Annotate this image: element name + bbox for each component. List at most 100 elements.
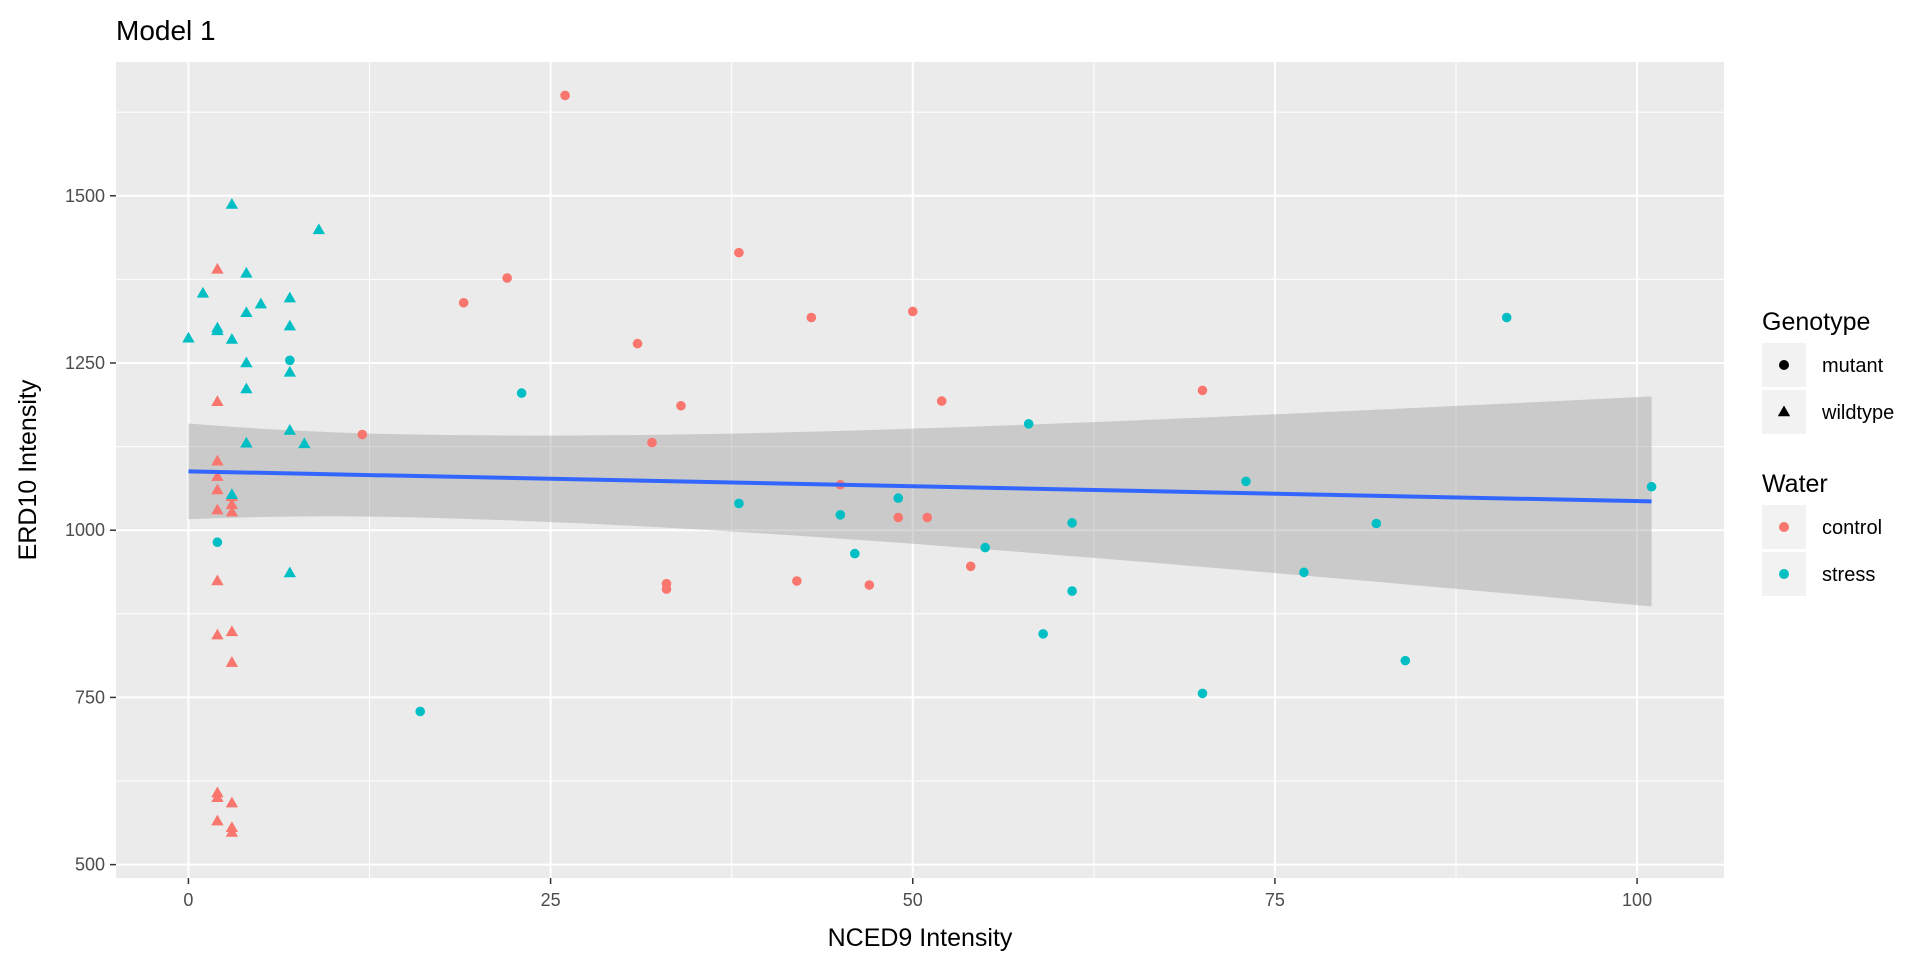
y-tick-label: 500 — [75, 855, 105, 875]
data-point-control-mutant — [893, 512, 904, 523]
legend-color-icon — [1779, 569, 1789, 579]
data-point-stress-wildtype — [240, 436, 253, 448]
data-point-stress-wildtype — [254, 297, 268, 309]
data-point-stress-mutant — [835, 510, 846, 520]
data-point-control-wildtype — [211, 470, 224, 481]
data-point-stress-wildtype — [225, 333, 239, 344]
legend-title: Water — [1762, 470, 1828, 498]
data-point-stress-mutant — [415, 706, 426, 717]
legend-entry-label: control — [1822, 517, 1882, 539]
legend-entry-label: stress — [1822, 564, 1875, 586]
data-point-control-mutant — [907, 306, 918, 317]
legend-circle-icon — [1779, 360, 1789, 370]
data-point-stress-wildtype — [312, 223, 325, 235]
data-point-stress-mutant — [1400, 655, 1411, 666]
data-point-control-wildtype — [211, 574, 224, 586]
grid-lines — [116, 62, 1724, 878]
data-point-stress-wildtype — [283, 566, 297, 578]
data-point-stress-wildtype — [240, 382, 253, 394]
data-point-stress-mutant — [212, 537, 223, 548]
x-tick-label: 25 — [541, 890, 561, 910]
data-point-stress-mutant — [1067, 586, 1077, 596]
data-point-stress-wildtype — [225, 488, 239, 499]
confidence-band — [188, 396, 1652, 607]
data-point-stress-mutant — [893, 493, 904, 503]
data-point-control-mutant — [965, 561, 976, 572]
data-point-control-wildtype — [211, 814, 224, 826]
data-point-control-wildtype — [211, 791, 224, 802]
data-point-stress-wildtype — [196, 286, 210, 298]
data-point-control-wildtype — [225, 656, 239, 667]
x-axis-label: NCED9 Intensity — [828, 924, 1013, 952]
data-point-stress-mutant — [1371, 518, 1382, 529]
x-axis: 0 25 50 75 100 — [183, 878, 1652, 910]
data-point-control-mutant — [734, 247, 744, 258]
data-point-stress-mutant — [734, 498, 744, 509]
y-tick-label: 750 — [75, 687, 105, 707]
confidence-band-layer — [188, 396, 1652, 607]
data-point-control-wildtype — [211, 628, 224, 640]
data-point-stress-wildtype — [240, 306, 253, 318]
data-point-stress-mutant — [1023, 419, 1034, 429]
fit-line — [188, 469, 1652, 504]
fit-line-layer — [188, 469, 1652, 504]
data-point-control-mutant — [647, 437, 657, 448]
legend-title: Genotype — [1762, 308, 1870, 336]
data-point-control-mutant — [1197, 385, 1208, 396]
legend-color-icon — [1779, 522, 1789, 532]
data-point-control-mutant — [632, 338, 643, 349]
data-point-control-wildtype — [211, 395, 224, 407]
data-point-control-wildtype — [211, 262, 224, 274]
data-point-control-mutant — [560, 90, 570, 101]
data-point-control-mutant — [806, 312, 817, 323]
data-point-control-wildtype — [225, 625, 239, 637]
data-point-control-mutant — [936, 396, 947, 406]
x-tick-label: 0 — [183, 890, 193, 910]
y-tick-label: 1500 — [65, 186, 105, 206]
chart-title: Model 1 — [116, 15, 216, 46]
legend-triangle-icon — [1777, 405, 1791, 417]
data-point-control-mutant — [357, 429, 368, 440]
x-tick-label: 50 — [903, 890, 923, 910]
data-point-stress-wildtype — [283, 319, 297, 331]
data-point-stress-mutant — [1038, 629, 1048, 639]
data-point-stress-mutant — [850, 548, 860, 559]
y-tick-label: 1000 — [65, 520, 105, 540]
y-tick-label: 1250 — [65, 353, 105, 373]
data-point-stress-mutant — [1501, 312, 1512, 323]
legend: Genotype mutant wildtype Water control stress — [1762, 308, 1894, 596]
data-point-control-wildtype — [225, 826, 239, 837]
data-point-control-wildtype — [211, 454, 224, 466]
data-point-stress-mutant — [1241, 476, 1251, 487]
data-point-control-mutant — [792, 576, 802, 586]
data-point-control-wildtype — [211, 483, 224, 495]
data-point-stress-mutant — [980, 542, 990, 553]
data-point-stress-wildtype — [225, 197, 239, 209]
data-point-stress-wildtype — [283, 291, 297, 303]
data-point-stress-mutant — [1197, 688, 1208, 699]
data-point-stress-wildtype — [298, 437, 311, 449]
data-point-control-mutant — [676, 400, 686, 411]
data-point-control-mutant — [864, 580, 875, 590]
data-point-stress-mutant — [1299, 567, 1309, 578]
data-point-stress-mutant — [1646, 481, 1657, 492]
data-point-control-wildtype — [225, 796, 239, 808]
data-point-stress-wildtype — [182, 331, 195, 343]
data-point-control-wildtype — [225, 505, 239, 517]
data-points — [182, 90, 1657, 837]
x-tick-label: 75 — [1265, 890, 1285, 910]
data-point-stress-mutant — [1067, 518, 1077, 528]
data-point-control-mutant — [502, 273, 512, 283]
data-point-control-mutant — [922, 512, 933, 523]
data-point-stress-mutant — [516, 388, 527, 398]
data-point-control-mutant — [458, 297, 469, 308]
data-point-stress-wildtype — [211, 324, 224, 336]
legend-entry-label: mutant — [1822, 355, 1884, 377]
data-point-stress-mutant — [285, 355, 295, 366]
data-point-stress-wildtype — [283, 424, 297, 435]
data-point-control-wildtype — [211, 503, 224, 515]
data-point-stress-wildtype — [283, 365, 297, 377]
data-point-control-wildtype — [225, 498, 239, 510]
data-point-control-mutant — [661, 584, 672, 594]
